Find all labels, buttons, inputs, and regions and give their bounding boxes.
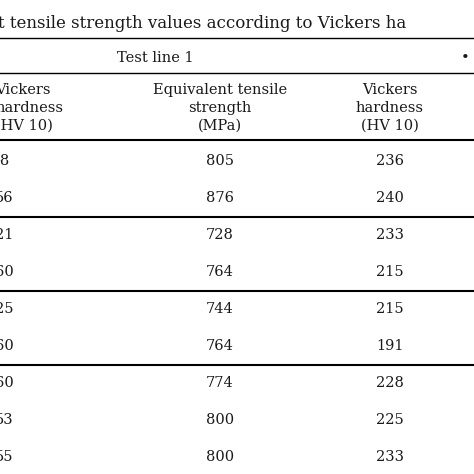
Text: (MPa): (MPa) xyxy=(198,119,242,133)
Text: hardness: hardness xyxy=(356,101,424,115)
Text: 240: 240 xyxy=(376,191,404,205)
Text: 53: 53 xyxy=(0,413,14,427)
Text: 728: 728 xyxy=(206,228,234,242)
Text: 800: 800 xyxy=(206,450,234,464)
Text: Equivalent tensile: Equivalent tensile xyxy=(153,83,287,97)
Text: 215: 215 xyxy=(376,265,404,279)
Text: 774: 774 xyxy=(206,376,234,390)
Text: 225: 225 xyxy=(376,413,404,427)
Text: 233: 233 xyxy=(376,228,404,242)
Text: 55: 55 xyxy=(0,450,13,464)
Text: 21: 21 xyxy=(0,228,13,242)
Text: Vickers: Vickers xyxy=(0,83,51,97)
Text: t tensile strength values according to Vickers ha: t tensile strength values according to V… xyxy=(0,15,406,32)
Text: 191: 191 xyxy=(376,339,404,353)
Text: 215: 215 xyxy=(376,302,404,316)
Text: Vickers: Vickers xyxy=(362,83,418,97)
Text: (HV 10): (HV 10) xyxy=(361,119,419,133)
Text: 876: 876 xyxy=(206,191,234,205)
Text: 744: 744 xyxy=(206,302,234,316)
Text: 25: 25 xyxy=(0,302,13,316)
Text: Test line 1: Test line 1 xyxy=(117,51,193,65)
Text: 56: 56 xyxy=(0,191,14,205)
Text: 236: 236 xyxy=(376,154,404,168)
Text: 228: 228 xyxy=(376,376,404,390)
Text: 60: 60 xyxy=(0,265,14,279)
Text: strength: strength xyxy=(188,101,252,115)
Text: 233: 233 xyxy=(376,450,404,464)
Text: 60: 60 xyxy=(0,376,14,390)
Text: 805: 805 xyxy=(206,154,234,168)
Text: -8: -8 xyxy=(0,154,9,168)
Text: (HV 10): (HV 10) xyxy=(0,119,53,133)
Text: hardness: hardness xyxy=(0,101,63,115)
Text: 60: 60 xyxy=(0,339,14,353)
Text: 800: 800 xyxy=(206,413,234,427)
Text: 764: 764 xyxy=(206,265,234,279)
Text: 764: 764 xyxy=(206,339,234,353)
Text: •: • xyxy=(461,51,470,65)
